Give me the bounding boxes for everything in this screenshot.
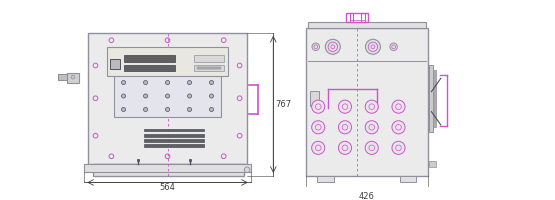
Circle shape [392,141,405,154]
Circle shape [165,107,170,112]
Bar [400,176,416,182]
Circle shape [209,107,214,112]
Circle shape [312,43,320,51]
Circle shape [244,167,250,173]
Circle shape [312,100,325,113]
Bar [194,65,224,71]
Circle shape [312,121,325,134]
Bar [107,47,228,76]
Bar [317,176,334,182]
Circle shape [188,94,191,98]
Bar [428,65,433,132]
Bar [433,70,436,127]
Circle shape [365,39,380,54]
Bar [114,75,221,117]
Circle shape [165,94,170,98]
Circle shape [392,121,405,134]
Circle shape [339,100,351,113]
Circle shape [71,75,75,79]
Circle shape [209,94,214,98]
Bar [67,73,79,83]
Bar [144,144,204,147]
Circle shape [122,107,125,112]
Circle shape [392,100,405,113]
Bar [306,28,428,176]
Circle shape [339,121,351,134]
Bar [144,129,204,131]
Circle shape [144,107,148,112]
Bar [346,13,369,22]
Bar [137,159,139,161]
Bar [310,91,319,106]
Circle shape [209,80,214,85]
Bar [58,74,67,80]
Bar [308,22,426,28]
Circle shape [365,100,379,113]
Bar [124,55,175,62]
Bar [124,65,175,71]
Circle shape [365,121,379,134]
Circle shape [188,80,191,85]
Bar [88,33,247,164]
Circle shape [144,94,148,98]
Text: 426: 426 [359,192,375,200]
Bar [350,13,354,22]
Circle shape [122,94,125,98]
Circle shape [390,43,397,51]
Bar [84,164,251,172]
Circle shape [339,141,351,154]
Circle shape [325,39,340,54]
Circle shape [312,141,325,154]
Bar [189,159,190,161]
Bar [144,139,204,142]
Bar [144,134,204,137]
Text: 564: 564 [160,183,175,192]
Circle shape [188,107,191,112]
Circle shape [144,80,148,85]
Bar [361,13,365,22]
Text: 767: 767 [275,100,291,109]
Circle shape [165,80,170,85]
Circle shape [122,80,125,85]
Bar [93,164,244,176]
Circle shape [365,141,379,154]
Bar [110,59,120,69]
Bar [194,55,224,62]
Bar [428,161,436,167]
